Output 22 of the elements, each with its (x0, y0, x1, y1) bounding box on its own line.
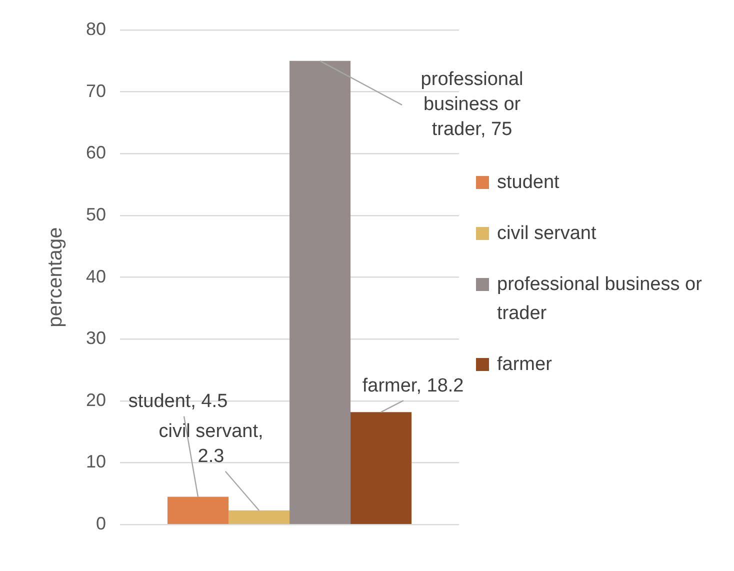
legend-label: student (497, 171, 560, 195)
data-label: civil servant, 2.3 (158, 421, 264, 468)
bar (228, 510, 290, 524)
y-tick-label: 0 (96, 514, 106, 534)
legend-label: professional business or trader (497, 273, 703, 326)
data-label: farmer, 18.2 (362, 375, 464, 396)
y-tick-label: 30 (86, 328, 106, 348)
y-tick-label: 80 (86, 18, 106, 39)
y-tick-label: 60 (86, 142, 106, 163)
bar (290, 60, 351, 524)
bar (167, 496, 228, 524)
bar (350, 412, 412, 524)
y-tick-label: 20 (86, 390, 106, 410)
y-tick-label: 50 (86, 204, 106, 224)
y-tick-label: 10 (86, 452, 106, 472)
legend-label: farmer (497, 353, 552, 377)
data-label: professional business or trader, 75 (420, 69, 524, 140)
y-tick-label: 40 (86, 266, 106, 286)
data-label: student, 4.5 (128, 391, 228, 412)
legend-label: civil servant (497, 222, 596, 246)
y-tick-label: 70 (86, 80, 106, 101)
y-axis-title: percentage (44, 227, 67, 328)
